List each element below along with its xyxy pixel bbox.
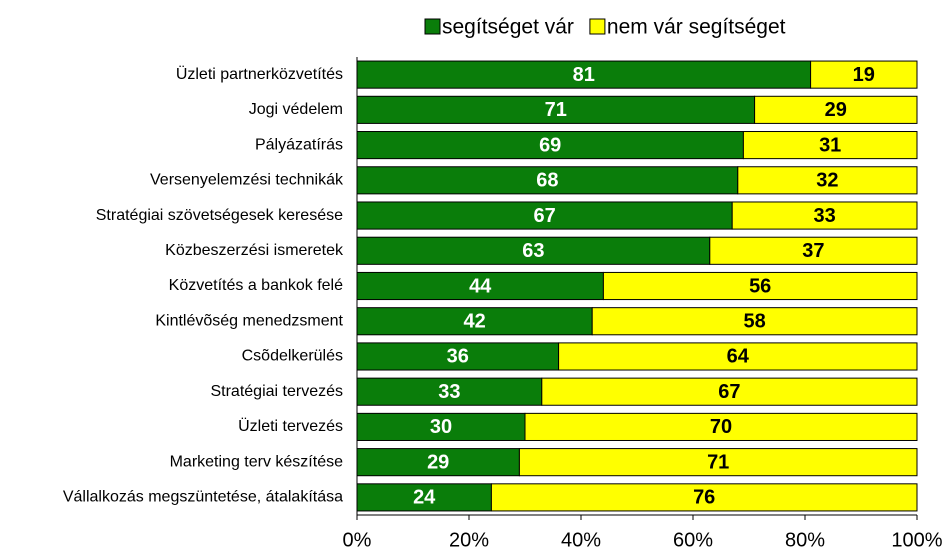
category-label: Üzleti tervezés <box>238 417 343 435</box>
legend-label: segítséget vár <box>442 16 574 39</box>
category-label: Közvetítés a bankok felé <box>169 277 343 294</box>
data-label: 33 <box>438 381 460 403</box>
bar-segment <box>558 342 918 371</box>
bar-segment <box>602 271 918 301</box>
bar-segment <box>742 131 918 160</box>
data-label: 29 <box>427 451 449 473</box>
data-label: 56 <box>749 275 771 297</box>
data-label: 81 <box>573 64 595 86</box>
x-tick-label: 80% <box>785 529 825 551</box>
legend-label: nem vár segítséget <box>607 16 786 39</box>
bar-segment <box>356 377 543 406</box>
data-label: 44 <box>469 275 492 297</box>
x-tick-label: 40% <box>561 529 601 551</box>
category-label: Vállalkozás megszüntetése, átalakítása <box>63 489 343 506</box>
bar-segment <box>541 377 918 406</box>
category-label: Pályázatírás <box>255 136 343 153</box>
category-label: Jogi védelem <box>249 101 343 118</box>
data-label: 71 <box>707 451 729 473</box>
data-label: 29 <box>825 99 847 121</box>
data-label: 70 <box>710 416 732 438</box>
bar-segment <box>356 271 604 301</box>
bar-segment <box>356 412 526 441</box>
data-label: 63 <box>522 240 544 262</box>
bar-segment <box>356 95 756 124</box>
data-label: 67 <box>533 205 555 227</box>
data-label: 37 <box>802 240 824 262</box>
legend-swatch <box>424 18 441 35</box>
data-label: 69 <box>539 134 561 156</box>
bar-segment <box>810 60 918 89</box>
category-label: Versenyelemzési technikák <box>150 172 344 189</box>
data-label: 19 <box>853 64 875 86</box>
data-label: 64 <box>727 346 750 368</box>
x-tick-label: 0% <box>343 529 372 551</box>
bar-segment <box>356 307 593 336</box>
bar-segment <box>356 448 520 477</box>
bar-segment <box>737 166 918 195</box>
data-label: 36 <box>447 346 469 368</box>
data-label: 30 <box>430 416 452 438</box>
data-label: 32 <box>816 170 838 192</box>
x-tick-label: 20% <box>449 529 489 551</box>
legend-swatch <box>589 18 606 35</box>
data-label: 31 <box>819 134 841 156</box>
bar-segment <box>356 236 711 265</box>
data-label: 24 <box>413 487 436 509</box>
bar-segment <box>490 483 918 512</box>
category-label: Üzleti partnerközvetítés <box>176 65 343 83</box>
bar-segment <box>591 307 918 336</box>
bar-segment <box>524 412 918 441</box>
bar-segment <box>356 342 560 371</box>
bar-segment <box>754 95 918 124</box>
category-label: Marketing terv készítése <box>170 453 344 470</box>
bar-segment <box>356 131 744 160</box>
bar-segment <box>518 448 918 477</box>
category-label: Közbeszerzési ismeretek <box>165 242 344 259</box>
data-label: 58 <box>743 311 765 333</box>
category-label: Stratégiai tervezés <box>210 383 343 400</box>
bar-segment <box>709 236 918 265</box>
bar-segment <box>731 201 918 230</box>
x-tick-label: 60% <box>673 529 713 551</box>
data-label: 33 <box>813 205 835 227</box>
category-label: Csõdelkerülés <box>242 348 343 365</box>
x-tick-label: 100% <box>891 529 942 551</box>
data-label: 68 <box>536 170 558 192</box>
category-label: Stratégiai szövetségesek keresése <box>96 207 343 224</box>
data-label: 42 <box>463 311 485 333</box>
data-label: 67 <box>718 381 740 403</box>
data-label: 71 <box>545 99 567 121</box>
bar-segment <box>356 483 492 512</box>
category-label: Kintlévõség menedzsment <box>155 312 343 329</box>
data-label: 76 <box>693 487 715 509</box>
